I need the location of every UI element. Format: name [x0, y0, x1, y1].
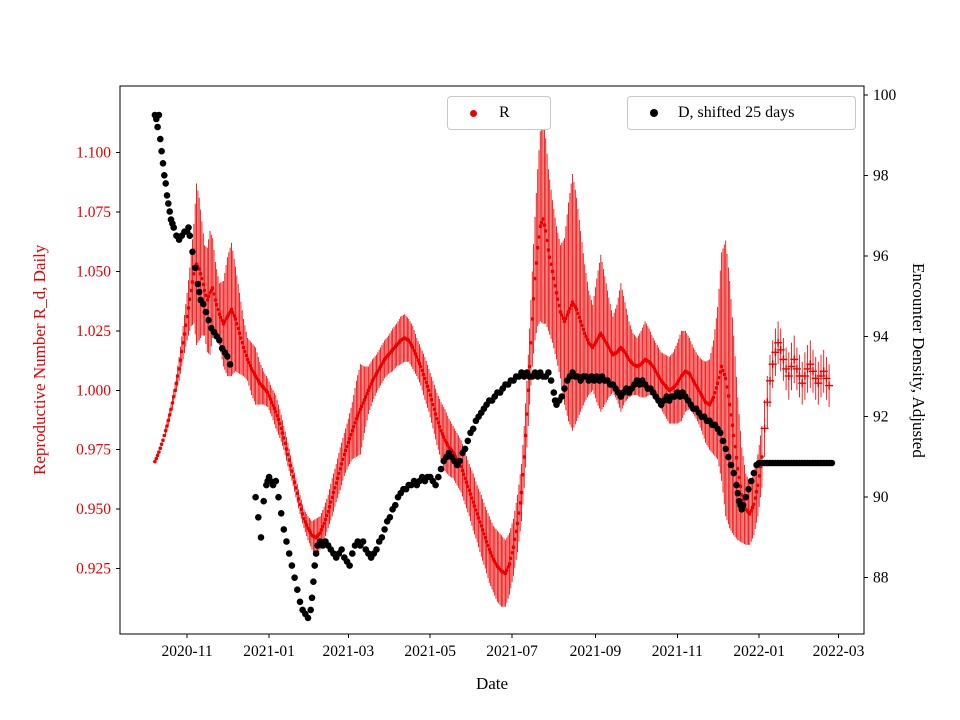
left-axis-title: Reproductive Number R_d, Daily	[30, 244, 49, 476]
right-tick-label: 92	[873, 409, 889, 426]
left-tick-label: 1.000	[76, 382, 111, 399]
left-tick-label: 1.025	[76, 323, 111, 340]
legend-d: D, shifted 25 days	[627, 96, 856, 130]
right-tick-label: 98	[873, 167, 889, 184]
legend-r-dot-icon	[470, 109, 477, 117]
x-tick-label: 2021-11	[652, 643, 703, 660]
x-tick-label: 2021-07	[486, 643, 538, 660]
x-axis-ticks: 2020-11 2021-01 2021-03 2021-05 2021-07 2021-…	[162, 634, 865, 660]
legend-d-dot-icon	[650, 109, 658, 117]
left-tick-label: 1.100	[76, 145, 111, 162]
right-axis-title: Encounter Density, Adjusted	[909, 262, 928, 458]
right-tick-label: 94	[873, 328, 889, 345]
legend-r-label: R	[499, 104, 510, 121]
x-tick-label: 2021-03	[322, 643, 374, 660]
r-series-points	[153, 217, 764, 576]
x-tick-label: 2021-09	[570, 643, 622, 660]
right-tick-label: 90	[873, 489, 889, 506]
x-tick-label: 2022-03	[813, 643, 865, 660]
right-tick-label: 100	[873, 87, 897, 104]
r-series-tail-plus-markers	[760, 338, 834, 433]
right-tick-label: 88	[873, 570, 889, 587]
legend-d-label: D, shifted 25 days	[678, 104, 795, 121]
left-axis-ticks: 0.925 0.950 0.975 1.000 1.025 1.050 1.075 1.100	[76, 145, 120, 578]
legend-r: R	[447, 96, 551, 130]
plot-border	[119, 85, 865, 635]
right-tick-label: 96	[873, 248, 889, 265]
right-axis-ticks: 88 90 92 94 96 98 100	[864, 87, 897, 587]
x-axis-title: Date	[475, 674, 509, 693]
x-tick-label: 2021-01	[243, 643, 295, 660]
left-tick-label: 0.950	[76, 501, 111, 518]
d-series-points	[151, 111, 836, 622]
x-tick-label: 2020-11	[162, 643, 213, 660]
left-tick-label: 0.925	[76, 561, 111, 578]
r-series-errorbars	[165, 114, 830, 607]
left-tick-label: 1.050	[76, 263, 111, 280]
x-tick-label: 2021-05	[404, 643, 456, 660]
left-tick-label: 0.975	[76, 442, 111, 459]
x-tick-label: 2022-01	[733, 643, 785, 660]
left-tick-label: 1.075	[76, 204, 111, 221]
